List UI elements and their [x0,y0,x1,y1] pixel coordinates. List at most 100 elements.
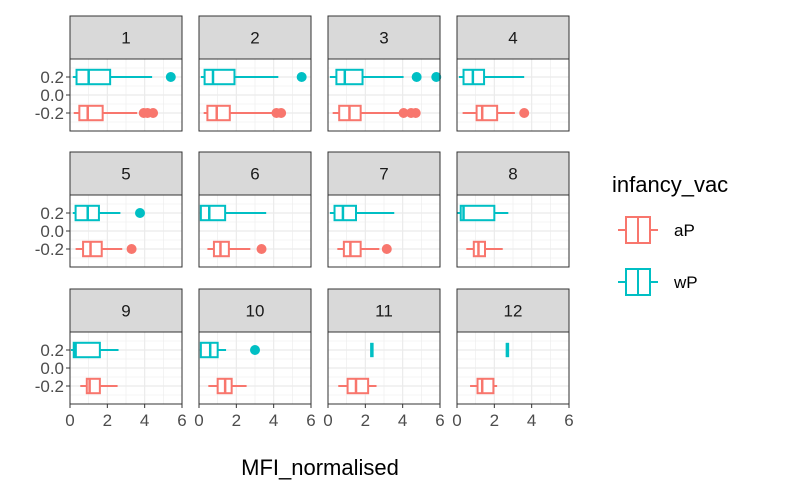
panel-border [327,58,441,132]
legend-label: wP [673,273,698,292]
box-aP [466,240,503,258]
outlier-point [296,72,307,82]
y-tick-label: -0.2 [35,240,64,259]
outlier-point [250,345,260,355]
x-tick-label: 6 [306,411,315,430]
outlier-point [165,72,176,82]
facet-panel-3: 3 [327,15,442,132]
box-wP [329,68,442,86]
panel-border [198,331,312,405]
box-wP [200,68,307,86]
outlier-point [398,108,409,118]
strip-label: 5 [121,165,130,184]
x-tick-label: 6 [435,411,444,430]
facet-panel-6: 6 [198,151,312,268]
box-aP [332,104,421,122]
box-iqr [335,68,364,86]
strip-label: 1 [121,29,130,48]
y-tick-label: -0.2 [35,104,64,123]
facet-panel-4: 4 [456,15,570,132]
box-wP [199,204,267,222]
x-tick-label: 4 [269,411,278,430]
facet-panel-5: 5 0.20.0-0.2 [35,151,183,268]
legend-label: aP [674,221,695,240]
box-iqr [82,240,103,258]
y-tick-label: 0.2 [40,341,64,360]
x-tick-label: 0 [323,411,332,430]
outlier-point [519,108,530,118]
facet-panel-8: 8 [456,151,570,268]
box-aP [203,104,287,122]
facet-panels: 10.20.0-0.22 3 450.20.0-0.26 7 890.20.0-0.20… [35,15,574,430]
strip-background [327,288,441,333]
x-tick-label: 6 [177,411,186,430]
box-wP [72,204,145,222]
box-aP [338,377,377,395]
x-tick-label: 4 [527,411,536,430]
x-tick-label: 0 [65,411,74,430]
outlier-point [148,108,159,118]
box-iqr [459,204,496,222]
x-tick-label: 6 [564,411,573,430]
strip-label: 12 [504,302,523,321]
facet-panel-7: 7 [327,151,441,268]
panel-border [327,331,441,405]
strip-background [69,15,183,60]
legend-entry-wP: wP [618,268,698,296]
strip-background [69,288,183,333]
x-tick-label: 2 [103,411,112,430]
strip-background [69,151,183,196]
x-tick-label: 4 [140,411,149,430]
box-aP [73,104,159,122]
box-iqr [475,104,499,122]
box-aP [207,240,267,258]
outlier-point [381,244,392,254]
legend: infancy_vac aP wP [612,172,728,296]
x-tick-label: 2 [361,411,370,430]
box-iqr [346,377,370,395]
x-axis-title: MFI_normalised [241,455,399,480]
strip-background [327,151,441,196]
y-tick-label: 0.2 [40,204,64,223]
legend-title: infancy_vac [612,172,728,197]
y-tick-label: 0.2 [40,68,64,87]
strip-background [456,288,570,333]
outlier-point [411,72,422,82]
box-iqr [342,240,362,258]
outlier-point [276,108,287,118]
strip-background [198,15,312,60]
y-tick-label: 0.0 [40,222,64,241]
facet-panel-2: 2 [198,15,312,132]
legend-entry-aP: aP [618,216,695,244]
panel-border [198,194,312,268]
facet-panel-10: 10 0 2 4 6 [194,288,316,430]
x-tick-label: 4 [398,411,407,430]
box-aP [75,240,137,258]
strip-label: 9 [121,302,130,321]
outlier-point [126,244,137,254]
strip-label: 11 [375,302,393,321]
outlier-point [135,208,145,218]
box-iqr [203,68,236,86]
box-iqr [75,68,112,86]
facet-panel-1: 1 0.20.0-0.2 [35,15,183,132]
strip-background [456,15,570,60]
strip-background [198,288,312,333]
box-aP [470,377,498,395]
box-iqr [333,204,357,222]
box-wP [457,204,509,222]
y-tick-label: -0.2 [35,377,64,396]
box-aP [462,104,530,122]
outlier-point [431,72,442,82]
panel-border [327,194,441,268]
box-wP [70,341,119,359]
panel-border [456,331,570,405]
box-wP [329,204,395,222]
box-iqr [199,204,227,222]
box-wP [458,68,525,86]
strip-background [327,15,441,60]
x-tick-label: 0 [452,411,461,430]
panel-border [456,194,570,268]
facet-panel-11: 11 0 2 4 6 [323,288,445,430]
